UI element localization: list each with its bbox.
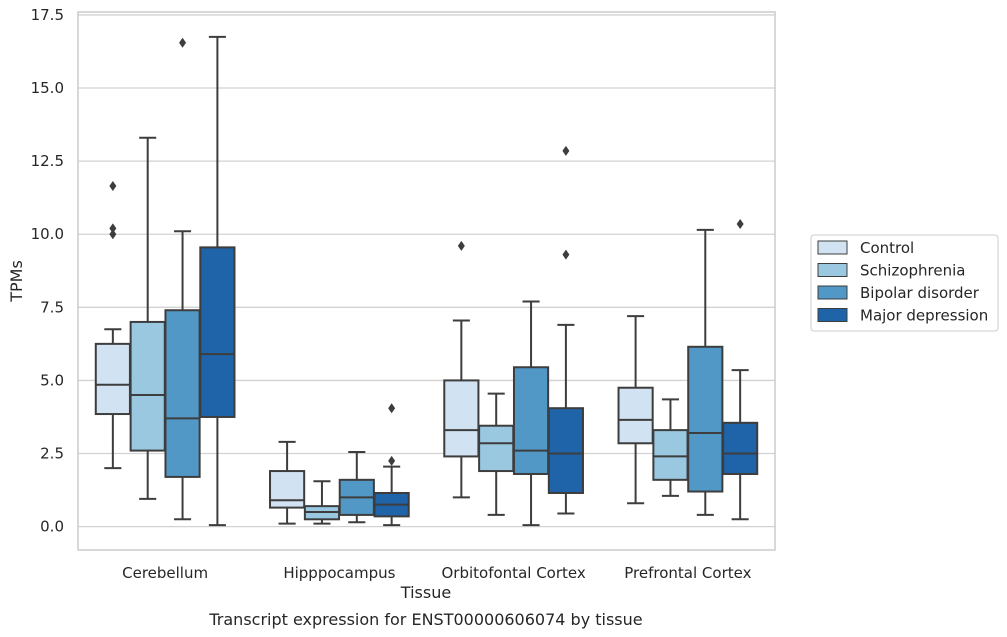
box-series <box>94 35 759 527</box>
legend-label: Schizophrenia <box>860 262 965 280</box>
figure-caption: Transcript expression for ENST0000060607… <box>208 610 642 629</box>
legend-label: Control <box>860 239 914 257</box>
iqr-box <box>547 407 584 494</box>
x-tick-label: Orbitofontal Cortex <box>442 564 586 582</box>
legend-label: Bipolar disorder <box>860 284 980 302</box>
box-bipolar-disorder <box>164 37 201 521</box>
x-tick-label: Cerebellum <box>122 564 208 582</box>
box-schizophrenia <box>652 398 689 497</box>
y-tick-label: 0.0 <box>40 518 64 536</box>
iqr-box <box>94 342 131 416</box>
box-bipolar-disorder <box>338 451 375 524</box>
iqr-box <box>478 424 515 473</box>
box-major-depression <box>373 403 410 527</box>
box-control <box>269 440 306 525</box>
box-control <box>443 240 480 499</box>
y-tick-label: 5.0 <box>40 371 64 389</box>
y-tick-label: 17.5 <box>31 6 64 24</box>
box-schizophrenia <box>478 392 515 516</box>
outlier-marker <box>388 455 396 466</box>
outlier-marker <box>388 403 396 414</box>
outlier-marker <box>109 223 117 234</box>
box-major-depression <box>722 218 759 521</box>
iqr-box <box>269 470 306 509</box>
plot-area-frame <box>77 11 776 551</box>
outlier-marker <box>457 240 465 251</box>
x-axis-title: Tissue <box>400 583 451 602</box>
x-axis-ticks: Cerebellum Hipppocampus Orbitofontal Corte… <box>122 564 751 582</box>
legend-swatch <box>817 240 848 255</box>
box-major-depression <box>199 35 236 527</box>
iqr-box <box>722 421 759 475</box>
outlier-marker <box>179 37 187 48</box>
box-major-depression <box>547 145 584 515</box>
legend-swatch <box>817 308 848 322</box>
box-control <box>617 315 654 505</box>
legend-label: Major depression <box>860 307 988 325</box>
box-control <box>94 180 131 470</box>
iqr-box <box>687 345 724 493</box>
box-schizophrenia <box>303 480 341 525</box>
x-tick-label: Prefrontal Cortex <box>624 564 751 582</box>
outlier-marker <box>109 229 117 240</box>
legend-items: Control Schizophrenia Bipolar disorder Majo… <box>817 239 988 325</box>
legend-frame <box>810 234 999 332</box>
box-bipolar-disorder <box>687 228 724 516</box>
legend-swatch <box>817 263 848 277</box>
iqr-box <box>617 386 654 445</box>
box-schizophrenia <box>129 136 166 500</box>
y-tick-label: 15.0 <box>31 79 64 97</box>
legend: Control Schizophrenia Bipolar disorder Majo… <box>810 234 999 332</box>
y-tick-label: 12.5 <box>31 152 64 170</box>
iqr-box <box>512 366 550 475</box>
x-tick-label: Hipppocampus <box>283 564 395 582</box>
legend-swatch <box>817 285 848 300</box>
outlier-marker <box>109 180 117 191</box>
iqr-box <box>164 309 201 478</box>
y-tick-label: 10.0 <box>31 225 64 243</box>
y-tick-label: 7.5 <box>40 298 64 316</box>
y-tick-label: 2.5 <box>40 445 64 463</box>
iqr-box <box>443 379 480 458</box>
y-axis-ticks: 0.0 2.5 5.0 7.5 10.0 12.5 15.0 17.5 <box>31 6 64 536</box>
iqr-box <box>652 429 689 481</box>
iqr-box <box>199 246 236 418</box>
outlier-marker <box>736 218 744 229</box>
outlier-marker <box>562 249 570 260</box>
outlier-marker <box>562 145 570 156</box>
box-bipolar-disorder <box>512 300 550 527</box>
y-axis-title: TPMs <box>7 260 26 303</box>
iqr-box <box>129 320 166 452</box>
